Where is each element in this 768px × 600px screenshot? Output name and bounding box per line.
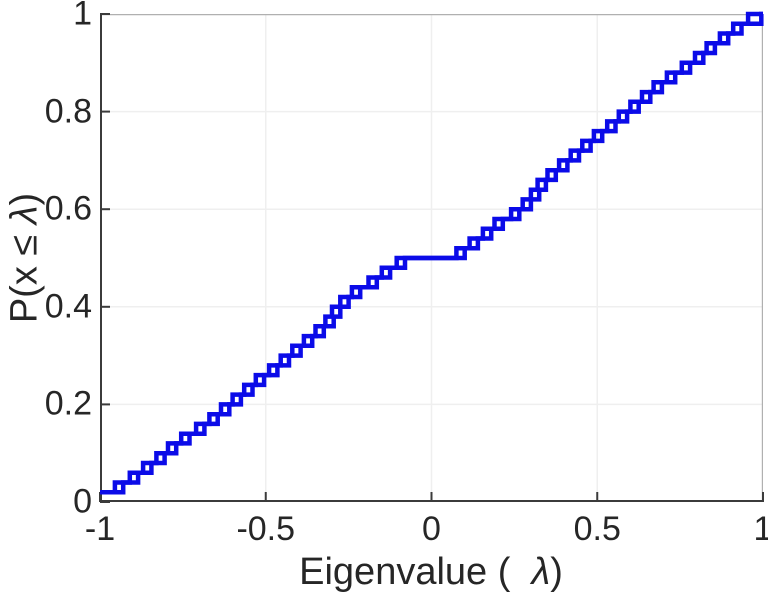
y-tick-label: 0.6 [44,189,92,228]
y-axis-label-lambda: λ [3,205,46,225]
y-tick-label: 0.4 [44,287,92,326]
ecdf-plot-svg [99,11,764,503]
y-tick-label: 0.2 [44,384,92,423]
y-axis-label-suffix: ) [3,192,46,206]
x-axis-label-lambda: λ [531,551,551,593]
x-tick-label: 0.5 [573,510,621,548]
y-tick-label: 0 [73,482,92,521]
x-axis-label: Eigenvalue ( λ) [299,551,563,594]
x-axis-label-prefix: Eigenvalue ( [299,551,532,593]
y-tick-label: 0.8 [44,92,92,131]
x-tick-label: -1 [84,510,116,548]
x-tick-label: 0 [422,510,441,548]
y-axis-label: P(x ≤ λ) [4,193,47,323]
ecdf-eigenvalues-2-curve [100,11,764,495]
x-tick-label: 1 [753,510,768,548]
ecdf-eigenvalues-1-curve [100,11,763,495]
y-axis-label-prefix: P(x ≤ [3,224,46,324]
plot-area [99,11,764,503]
y-tick-label: 1 [73,0,92,33]
x-tick-label: -0.5 [236,510,296,548]
x-axis-label-suffix: ) [550,551,563,593]
